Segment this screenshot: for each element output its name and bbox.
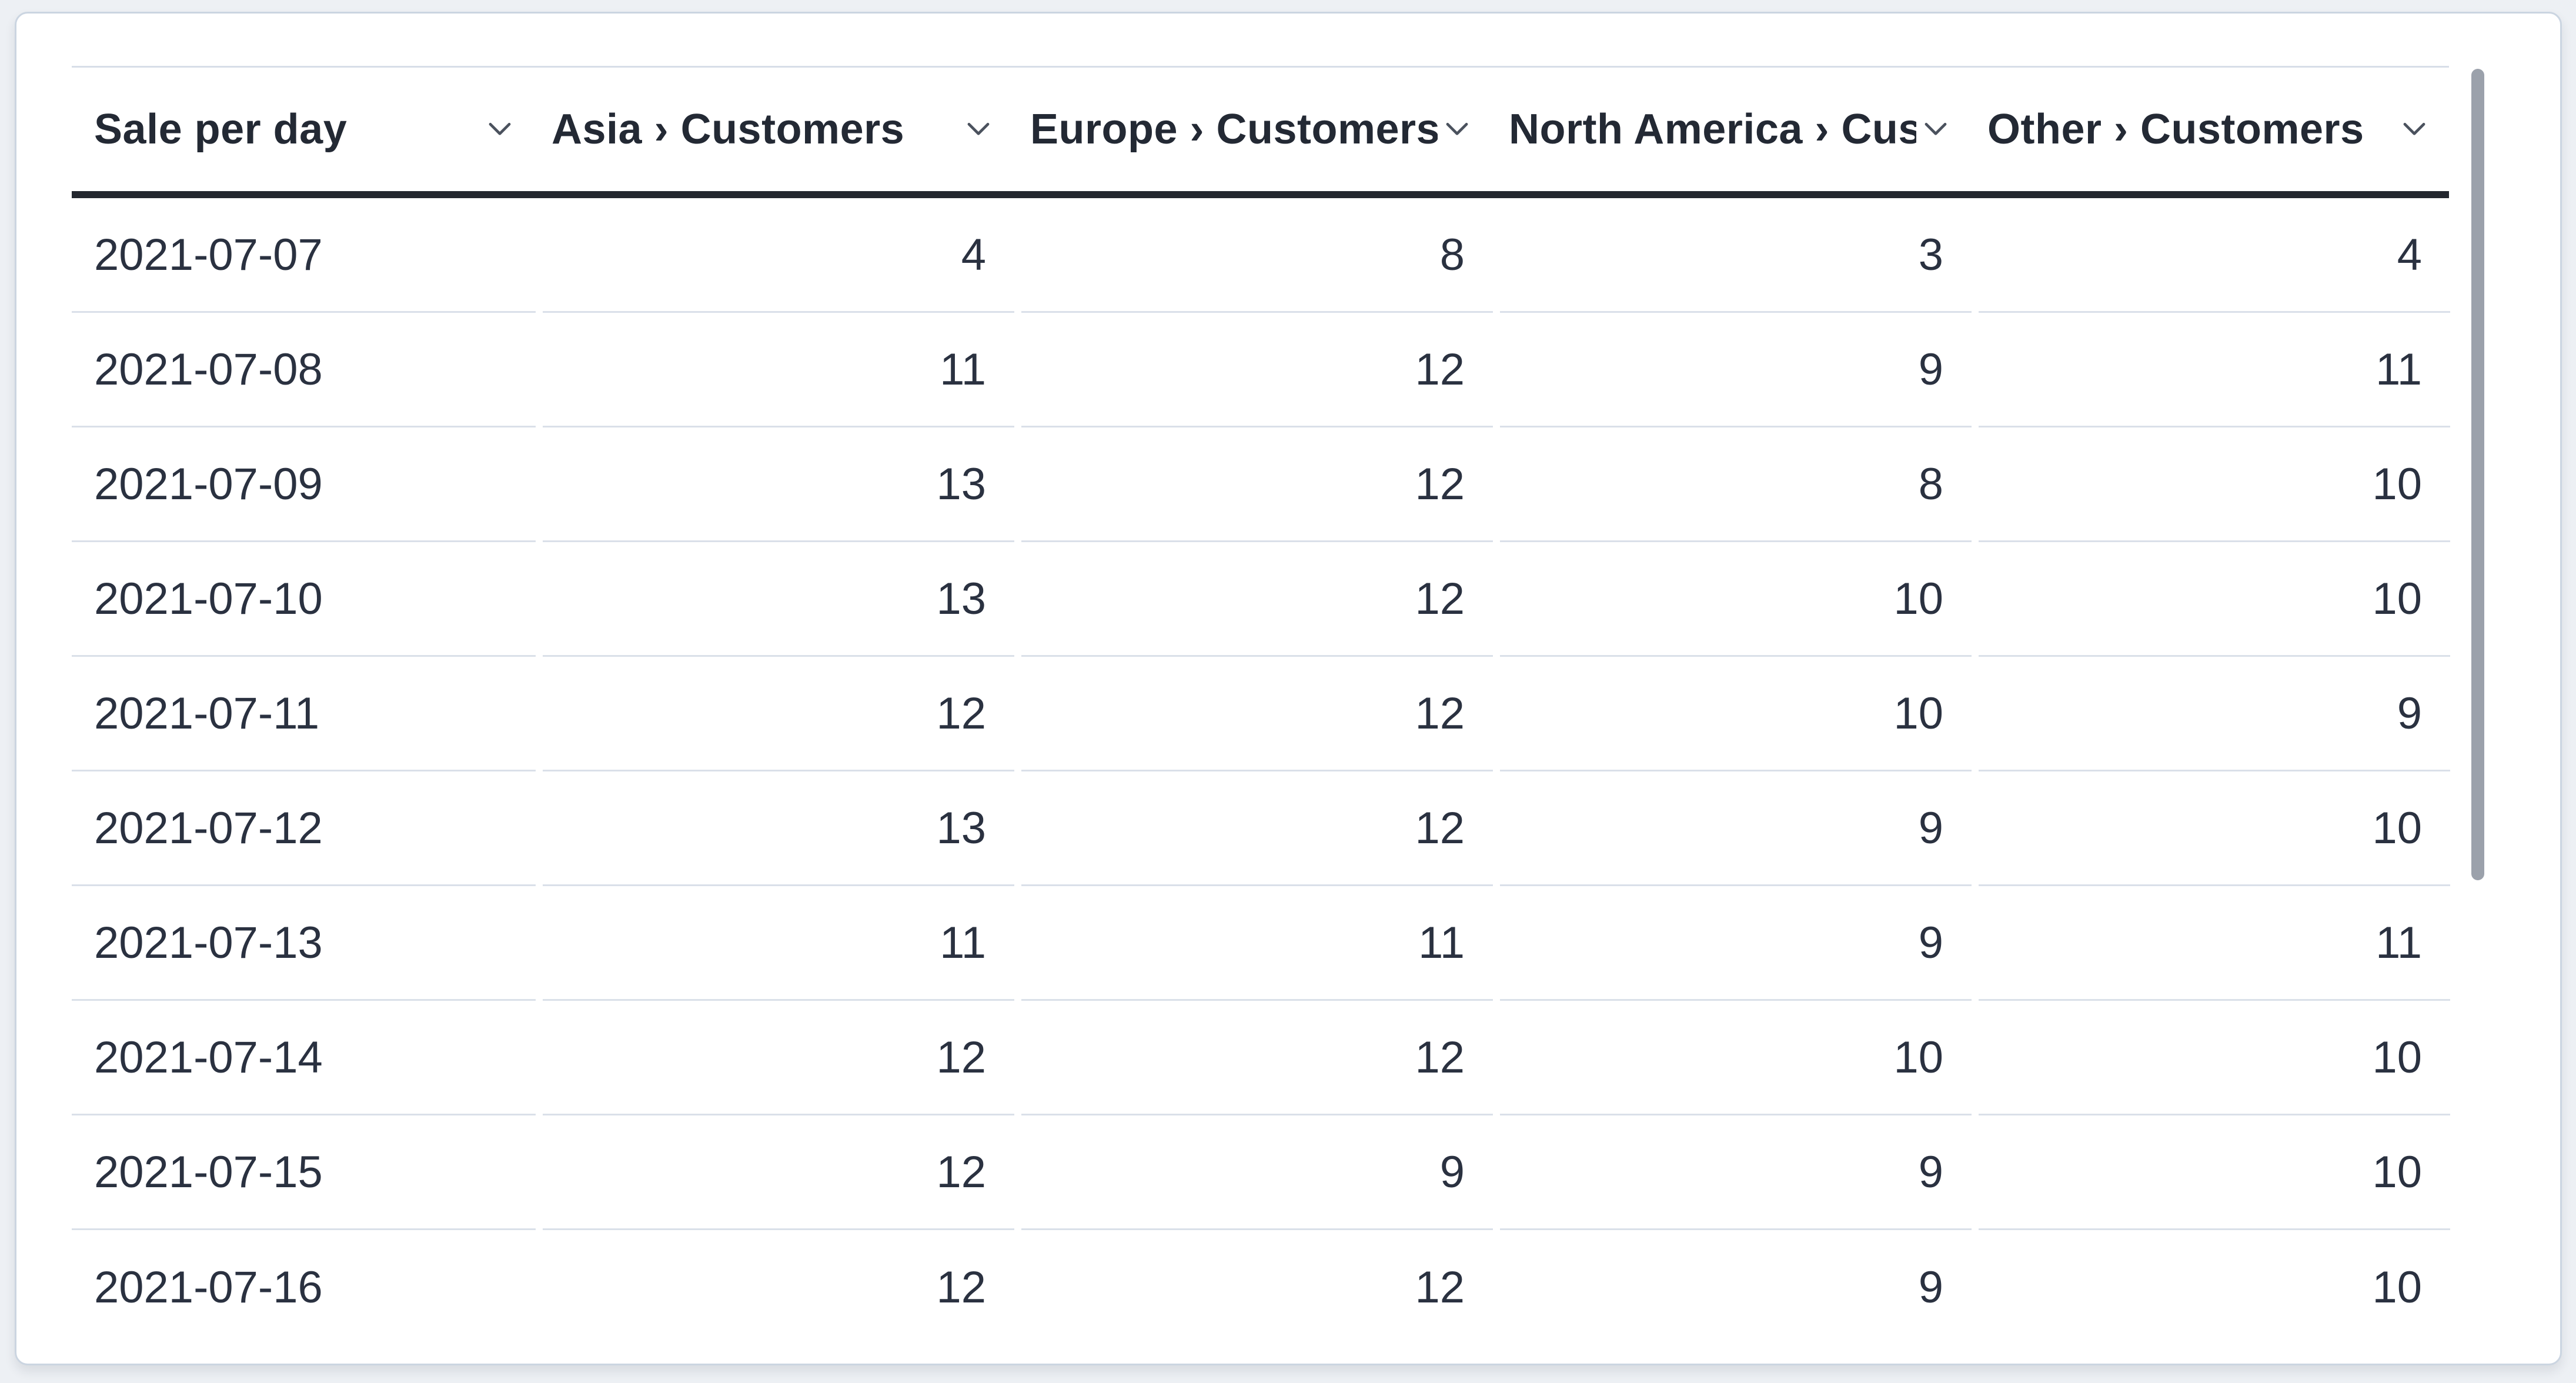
chevron-down-icon xyxy=(2403,122,2425,135)
table-row: 2021-07-15 12 9 9 10 xyxy=(72,1115,2450,1230)
cell-value[interactable]: 9 xyxy=(1918,1262,1943,1312)
cell-value[interactable]: 12 xyxy=(1021,771,1493,886)
cell-value[interactable]: 10 xyxy=(1979,427,2450,542)
chevron-down-icon xyxy=(1925,122,1947,135)
cell-date[interactable]: 2021-07-07 xyxy=(72,198,536,313)
table-row: 2021-07-09 13 12 8 10 xyxy=(72,427,2450,542)
column-header-asia-customers[interactable]: Asia › Customers xyxy=(543,68,1014,191)
table-row: 2021-07-08 11 12 9 11 xyxy=(72,313,2450,427)
cell-value[interactable]: 8 xyxy=(1500,427,1972,542)
column-header-label: Sale per day xyxy=(94,106,348,153)
cell-value[interactable]: 10 xyxy=(1979,1001,2450,1115)
cell-value[interactable]: 8 xyxy=(1021,198,1493,313)
table-row: 2021-07-12 13 12 9 10 xyxy=(72,771,2450,886)
table-body: 2021-07-07 4 8 3 4 2021-07-08 11 12 9 11… xyxy=(72,198,2450,1345)
column-header-label: Other › Customers xyxy=(1987,106,2364,153)
cell-value[interactable]: 11 xyxy=(1979,313,2450,427)
column-header-europe-customers[interactable]: Europe › Customers xyxy=(1021,68,1493,191)
cell-date[interactable]: 2021-07-08 xyxy=(72,313,536,427)
cell-date[interactable]: 2021-07-15 xyxy=(72,1115,536,1230)
cell-value[interactable]: 11 xyxy=(543,886,1014,1001)
cell-value[interactable]: 4 xyxy=(1979,198,2450,313)
column-header-other-customers[interactable]: Other › Customers xyxy=(1979,68,2450,191)
table-row: 2021-07-07 4 8 3 4 xyxy=(72,198,2450,313)
chevron-down-icon xyxy=(1446,122,1468,135)
cell-value[interactable]: 10 xyxy=(1979,771,2450,886)
cell-value[interactable]: 12 xyxy=(1021,657,1493,771)
chevron-down-icon xyxy=(489,122,511,135)
cell-value[interactable]: 13 xyxy=(543,542,1014,657)
cell-date[interactable]: 2021-07-11 xyxy=(72,657,536,771)
cell-value[interactable]: 3 xyxy=(1500,198,1972,313)
column-header-label: North America › Customers xyxy=(1509,106,1916,153)
table-header-row: Sale per day Asia › Customers Europe › C… xyxy=(72,66,2449,198)
cell-date[interactable]: 2021-07-16 xyxy=(94,1262,323,1312)
cell-value[interactable]: 9 xyxy=(1500,771,1972,886)
table-row: 2021-07-13 11 11 9 11 xyxy=(72,886,2450,1001)
cell-value[interactable]: 12 xyxy=(543,657,1014,771)
cell-value[interactable]: 12 xyxy=(543,1115,1014,1230)
cell-value[interactable]: 11 xyxy=(1021,886,1493,1001)
cell-value[interactable]: 12 xyxy=(1415,1262,1465,1312)
cell-value[interactable]: 12 xyxy=(1021,427,1493,542)
table-row: 2021-07-10 13 12 10 10 xyxy=(72,542,2450,657)
vertical-scrollbar-thumb[interactable] xyxy=(2471,69,2484,880)
column-header-label: Asia › Customers xyxy=(552,106,905,153)
chevron-down-icon xyxy=(967,122,990,135)
cell-value[interactable]: 10 xyxy=(1979,1115,2450,1230)
table-row: 2021-07-11 12 12 10 9 xyxy=(72,657,2450,771)
cell-value[interactable]: 9 xyxy=(1021,1115,1493,1230)
cell-value[interactable]: 10 xyxy=(2372,1262,2422,1312)
cell-value[interactable]: 10 xyxy=(1500,657,1972,771)
table-row: 2021-07-16 12 12 9 10 xyxy=(72,1230,2449,1345)
cell-value[interactable]: 11 xyxy=(1979,886,2450,1001)
cell-value[interactable]: 13 xyxy=(543,427,1014,542)
data-table: Sale per day Asia › Customers Europe › C… xyxy=(72,66,2450,1345)
cell-value[interactable]: 11 xyxy=(543,313,1014,427)
column-header-label: Europe › Customers xyxy=(1030,106,1438,153)
cell-value[interactable]: 4 xyxy=(543,198,1014,313)
cell-value[interactable]: 10 xyxy=(1979,542,2450,657)
column-header-north-america-customers[interactable]: North America › Customers xyxy=(1500,68,1972,191)
cell-value[interactable]: 12 xyxy=(1021,1001,1493,1115)
cell-date[interactable]: 2021-07-13 xyxy=(72,886,536,1001)
cell-value[interactable]: 9 xyxy=(1500,313,1972,427)
cell-value[interactable]: 12 xyxy=(1021,542,1493,657)
cell-value[interactable]: 12 xyxy=(936,1262,986,1312)
table-card: Sale per day Asia › Customers Europe › C… xyxy=(15,12,2562,1365)
cell-date[interactable]: 2021-07-14 xyxy=(72,1001,536,1115)
cell-value[interactable]: 10 xyxy=(1500,542,1972,657)
cell-value[interactable]: 12 xyxy=(1021,313,1493,427)
cell-value[interactable]: 9 xyxy=(1500,1115,1972,1230)
cell-value[interactable]: 9 xyxy=(1500,886,1972,1001)
cell-date[interactable]: 2021-07-09 xyxy=(72,427,536,542)
cell-value[interactable]: 13 xyxy=(543,771,1014,886)
column-header-sale-per-day[interactable]: Sale per day xyxy=(72,68,536,191)
cell-value[interactable]: 9 xyxy=(1979,657,2450,771)
table-row: 2021-07-14 12 12 10 10 xyxy=(72,1001,2450,1115)
cell-value[interactable]: 10 xyxy=(1500,1001,1972,1115)
cell-date[interactable]: 2021-07-10 xyxy=(72,542,536,657)
cell-date[interactable]: 2021-07-12 xyxy=(72,771,536,886)
cell-value[interactable]: 12 xyxy=(543,1001,1014,1115)
